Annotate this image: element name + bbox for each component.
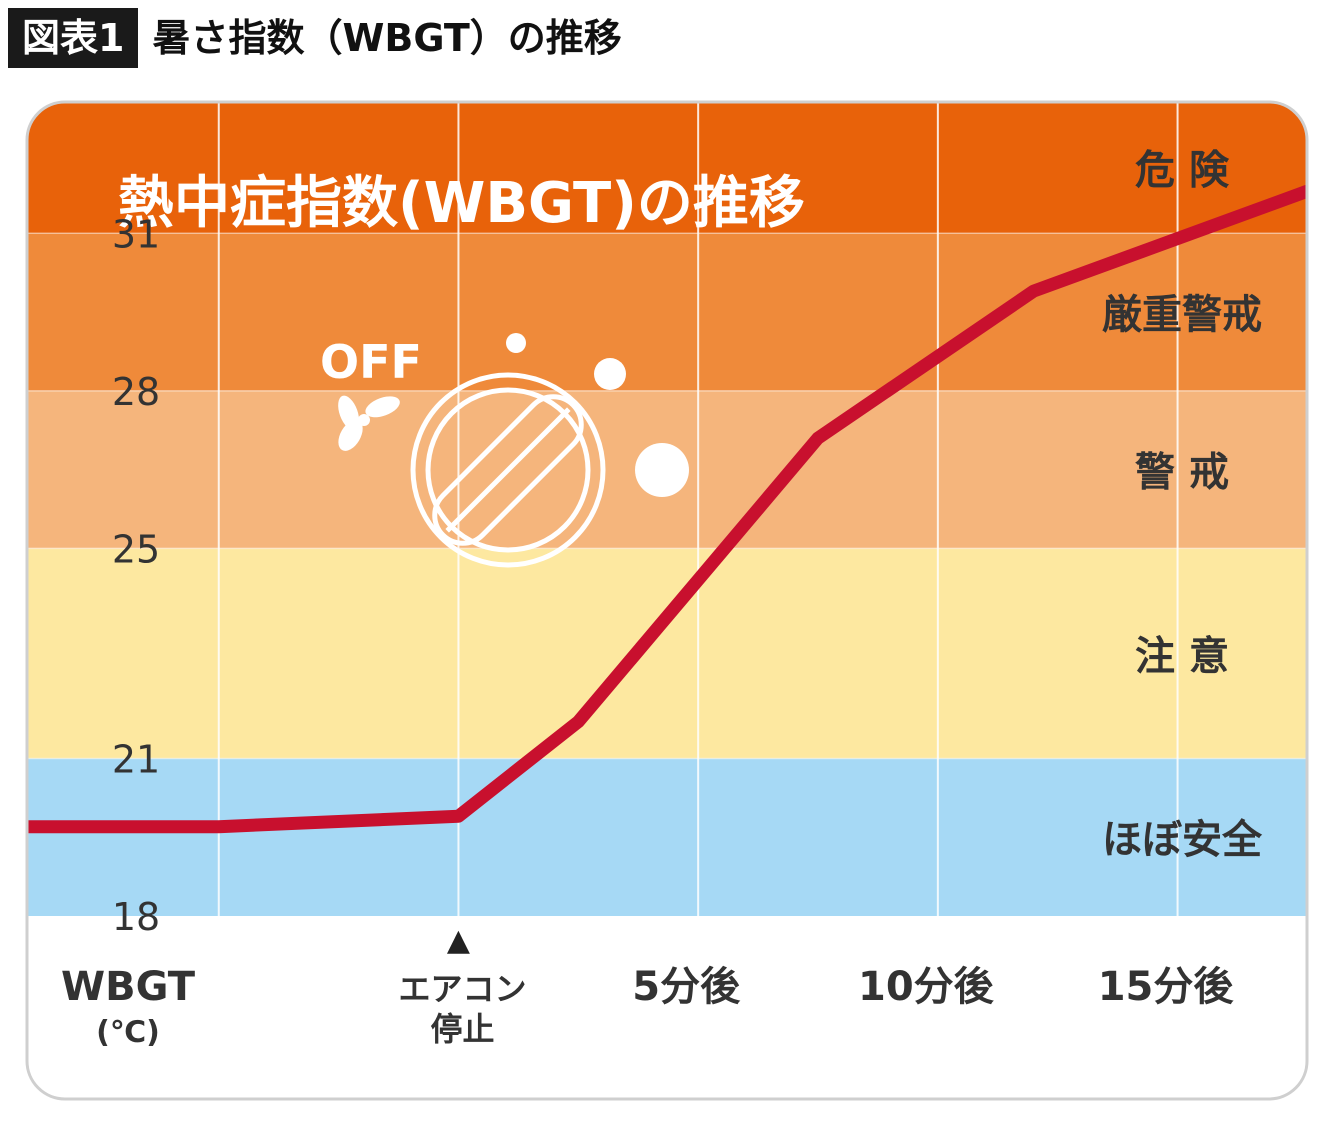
y-tick-label: 31 (112, 212, 160, 256)
chart-frame (25, 100, 1309, 1101)
off-label: OFF (320, 335, 422, 389)
x-tick-label: エアコン (398, 970, 526, 1008)
zone-band (27, 233, 1307, 391)
x-tick-label: 15分後 (1098, 964, 1235, 1010)
x-tick-label: 10分後 (858, 964, 995, 1010)
zone-band (27, 758, 1307, 916)
zone-labels: ほぼ安全 注 意 警 戒 厳重警戒 危 険 (1102, 148, 1263, 864)
fan-icon (338, 395, 400, 451)
y-tick-label: 28 (112, 370, 160, 414)
zone-label: 警 戒 (1135, 450, 1229, 496)
y-tick-labels: 18 21 25 28 31 (112, 212, 160, 939)
ac-off-illustration: OFF (320, 333, 689, 568)
chart-title: 熱中症指数(WBGT)の推移 (118, 171, 805, 236)
bubble-medium (594, 358, 626, 390)
series-layer (27, 184, 1307, 834)
zone-label: 危 険 (1135, 148, 1230, 194)
x-tick-label-line2: 停止 (430, 1010, 494, 1048)
y-tick-label: 25 (112, 527, 160, 571)
figure-header: 図表1 暑さ指数（WBGT）の推移 (8, 8, 622, 68)
y-tick-label: 21 (112, 737, 160, 781)
figure-title: 暑さ指数（WBGT）の推移 (152, 16, 622, 60)
zone-bands (27, 102, 1307, 916)
y-axis-label: WBGT (61, 964, 196, 1010)
zone-label: ほぼ安全 (1102, 817, 1263, 863)
ac-off-dial-icon (410, 372, 606, 568)
zone-label: 厳重警戒 (1102, 292, 1262, 338)
wbgt-series-line (27, 184, 1307, 834)
figure-badge: 図表1 (8, 8, 139, 68)
y-tick-label: 18 (112, 895, 160, 939)
x-tick-label: 5分後 (632, 964, 741, 1010)
ac-stop-marker: ▲ (447, 923, 470, 958)
bubble-small (506, 333, 526, 353)
zone-band (27, 102, 1307, 234)
zone-band (27, 548, 1307, 759)
y-axis-unit: (℃) (96, 1015, 160, 1050)
bubble-large (635, 443, 689, 497)
zone-label: 注 意 (1135, 633, 1229, 679)
